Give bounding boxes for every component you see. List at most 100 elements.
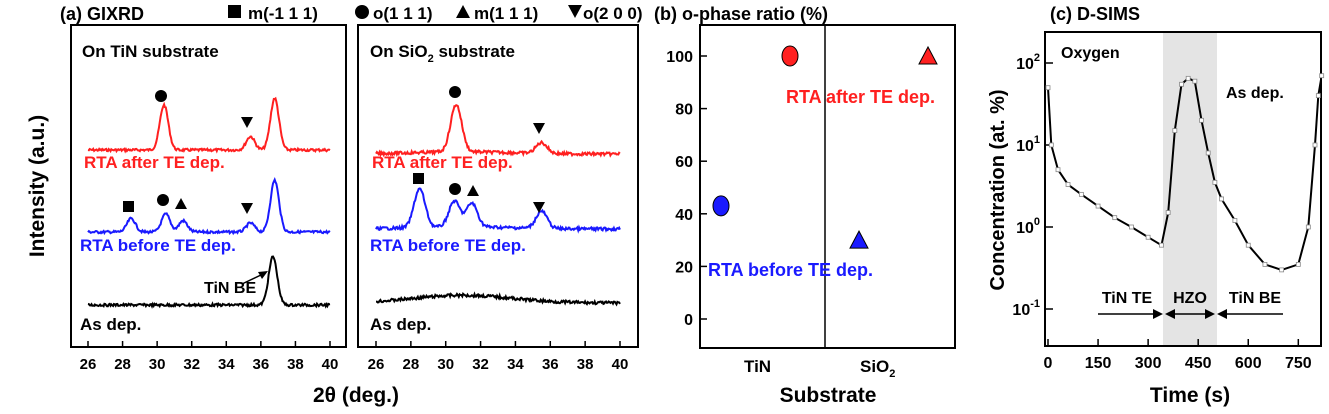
data-point bbox=[1245, 242, 1251, 248]
x-tick-label: 300 bbox=[1135, 355, 1162, 372]
data-point bbox=[1045, 85, 1051, 91]
legend-square-marker bbox=[228, 5, 241, 18]
mark-after-tin bbox=[781, 45, 799, 67]
x-tick-label: 32 bbox=[472, 356, 489, 373]
mark-after-sio2 bbox=[918, 45, 938, 65]
x-tick-label: 38 bbox=[577, 356, 594, 373]
panel-c: (c) D-SIMS 0 150 300 450 600 750 102 101 100 10-1… bbox=[987, 4, 1325, 407]
data-point bbox=[1295, 261, 1301, 267]
scatter-marks bbox=[712, 45, 938, 249]
data-point bbox=[1078, 191, 1084, 197]
o111-marker bbox=[449, 183, 461, 195]
y-ticks: 0 20 40 60 80 100 bbox=[666, 49, 707, 329]
data-point bbox=[1205, 150, 1211, 156]
series-rta-before-te bbox=[87, 176, 331, 236]
region-label-hzo: HZO bbox=[1173, 290, 1207, 307]
y-tick-label: 10-1 bbox=[1012, 298, 1040, 319]
panel-b: (b) o-phase ratio (%) 0 20 40 60 80 100 RTA a… bbox=[654, 4, 956, 407]
data-point bbox=[1112, 215, 1118, 221]
data-points bbox=[1045, 73, 1325, 273]
series-label-blue: RTA before TE dep. bbox=[80, 236, 236, 255]
m111-marker bbox=[467, 185, 479, 196]
x-axis-label: Substrate bbox=[780, 384, 877, 407]
series-label-black: As dep. bbox=[370, 315, 431, 334]
x-tick-label: 26 bbox=[80, 356, 97, 373]
o200-marker bbox=[533, 202, 545, 213]
hzo-shade bbox=[1163, 32, 1217, 346]
series-as-dep bbox=[376, 291, 621, 307]
y-tick-label: 100 bbox=[1016, 216, 1040, 237]
label-rta-after: RTA after TE dep. bbox=[786, 87, 935, 107]
data-point bbox=[1172, 128, 1178, 133]
y-tick-label: 40 bbox=[675, 207, 693, 224]
data-point bbox=[1312, 142, 1318, 148]
series-oxygen bbox=[1047, 75, 1321, 271]
x-tick-label: 28 bbox=[403, 356, 420, 373]
oxygen-label: Oxygen bbox=[1061, 45, 1120, 62]
series-label-red: RTA after TE dep. bbox=[372, 153, 513, 172]
data-point bbox=[1319, 73, 1325, 79]
category-label-sio2: SiO2 bbox=[860, 357, 895, 380]
y-tick-label: 20 bbox=[675, 259, 693, 276]
panel-b-frame bbox=[699, 24, 956, 349]
y-tick-label: 80 bbox=[675, 102, 693, 119]
mark-before-tin bbox=[712, 195, 730, 217]
x-tick-label: 450 bbox=[1185, 355, 1212, 372]
data-point bbox=[1048, 142, 1054, 148]
annotation-arrowhead bbox=[258, 271, 268, 279]
region-arrowheads bbox=[1153, 309, 1227, 319]
x-tick-label: 36 bbox=[253, 356, 270, 373]
data-point bbox=[1159, 242, 1164, 248]
o200-marker bbox=[241, 117, 253, 128]
data-point bbox=[1095, 203, 1101, 209]
data-point bbox=[1192, 78, 1198, 84]
x-ticks-left: 26 28 30 32 34 36 38 40 bbox=[80, 341, 338, 373]
axis-ticks: 0 150 300 450 600 750 102 101 100 10-1 bbox=[1012, 52, 1311, 372]
data-point bbox=[1129, 224, 1134, 230]
y-tick-label: 0 bbox=[684, 312, 693, 329]
y-tick-label: 100 bbox=[666, 49, 693, 66]
region-label-tin-be: TiN BE bbox=[1229, 290, 1281, 307]
data-point bbox=[1065, 182, 1071, 187]
y-tick-label: 102 bbox=[1016, 52, 1040, 73]
o200-marker bbox=[533, 123, 545, 134]
y-tick-label: 101 bbox=[1016, 134, 1040, 155]
data-point bbox=[1179, 81, 1184, 87]
series-as-dep bbox=[87, 255, 331, 309]
region-label-tin-te: TiN TE bbox=[1102, 290, 1153, 307]
label-rta-before: RTA before TE dep. bbox=[708, 260, 873, 280]
x-ticks-right: 26 28 30 32 34 36 38 40 bbox=[368, 341, 628, 373]
panel-a-title: (a) GIXRD bbox=[60, 4, 144, 24]
o200-marker bbox=[241, 203, 253, 214]
subplot-sio2-frame bbox=[357, 24, 639, 348]
mark-before-sio2 bbox=[849, 230, 869, 249]
substrate-label-sio2: On SiO2 substrate bbox=[370, 42, 515, 65]
panel-b-title: (b) o-phase ratio (%) bbox=[654, 4, 828, 24]
x-tick-label: 30 bbox=[149, 356, 166, 373]
subplot-tin-frame bbox=[70, 24, 347, 348]
series-rta-before-te bbox=[375, 187, 621, 234]
y-tick-label: 60 bbox=[675, 154, 693, 171]
x-tick-label: 32 bbox=[183, 356, 200, 373]
data-point bbox=[1219, 196, 1224, 202]
x-tick-label: 150 bbox=[1085, 355, 1112, 372]
y-axis-label: Concentration (at. %) bbox=[987, 89, 1009, 290]
y-axis-label: Intensity (a.u.) bbox=[26, 115, 49, 257]
series-rta-after-te bbox=[375, 104, 621, 158]
data-point bbox=[1305, 224, 1311, 230]
x-tick-label: 0 bbox=[1044, 355, 1053, 372]
legend-circle-marker bbox=[355, 5, 369, 19]
series-label-blue: RTA before TE dep. bbox=[370, 236, 526, 255]
x-tick-label: 34 bbox=[218, 356, 235, 373]
x-tick-label: 26 bbox=[368, 356, 385, 373]
m111-marker bbox=[175, 198, 187, 209]
data-point bbox=[1185, 75, 1191, 81]
x-tick-label: 30 bbox=[437, 356, 454, 373]
m-111-marker bbox=[123, 201, 134, 212]
data-point bbox=[1055, 167, 1061, 173]
data-point bbox=[1315, 93, 1321, 99]
x-tick-label: 36 bbox=[542, 356, 559, 373]
o111-marker bbox=[449, 86, 461, 98]
panel-a: (a) GIXRD m(-1 1 1) o(1 1 1) m(1 1 1) o(… bbox=[26, 4, 643, 407]
